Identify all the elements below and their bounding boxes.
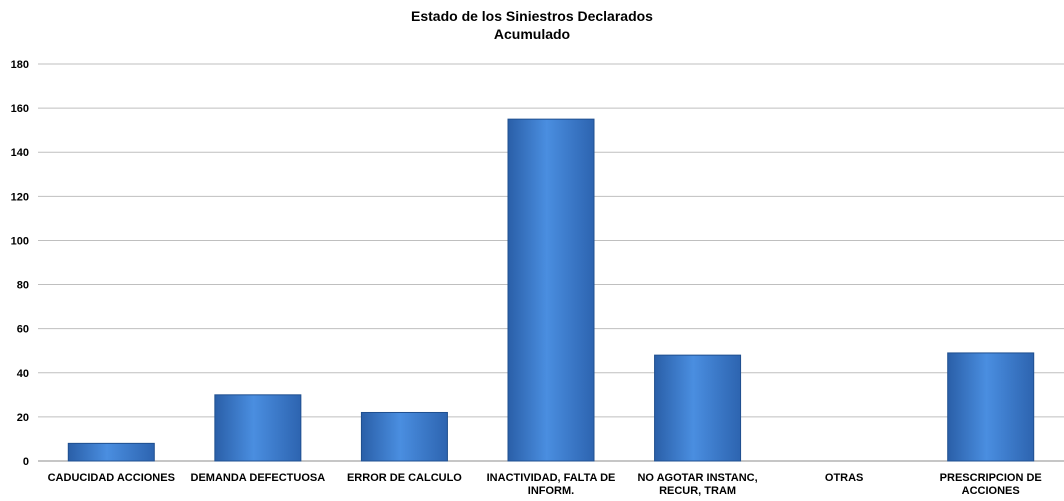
bar — [214, 394, 302, 462]
x-tick-label: NO AGOTAR INSTANC, RECUR, TRAM — [637, 472, 757, 497]
bar — [360, 411, 448, 462]
bar — [67, 442, 155, 462]
y-tick-label: 80 — [17, 280, 29, 292]
x-tick-label: DEMANDA DEFECTUOSA — [191, 472, 326, 484]
x-tick-label: OTRAS — [825, 472, 864, 484]
chart-subtitle: Acumulado — [493, 26, 571, 42]
y-tick-label: 0 — [23, 456, 29, 468]
y-tick-label: 40 — [17, 368, 29, 380]
bar — [654, 354, 742, 462]
x-tick-label: INACTIVIDAD, FALTA DE INFORM. — [487, 472, 616, 497]
y-tick-label: 20 — [17, 412, 29, 424]
x-tick-label: CADUCIDAD ACCIONES — [48, 472, 175, 484]
bar — [947, 352, 1035, 462]
y-tick-label: 60 — [17, 324, 29, 336]
y-tick-label: 160 — [11, 103, 29, 115]
y-tick-label: 100 — [11, 235, 29, 247]
chart-title: Estado de los Siniestros Declarados — [411, 8, 653, 24]
y-tick-label: 120 — [11, 191, 29, 203]
bar — [507, 118, 595, 462]
y-tick-label: 180 — [11, 59, 29, 71]
x-tick-label: PRESCRIPCION DE ACCIONES — [940, 472, 1042, 497]
y-tick-label: 140 — [11, 147, 29, 159]
x-tick-label: ERROR DE CALCULO — [347, 472, 462, 484]
